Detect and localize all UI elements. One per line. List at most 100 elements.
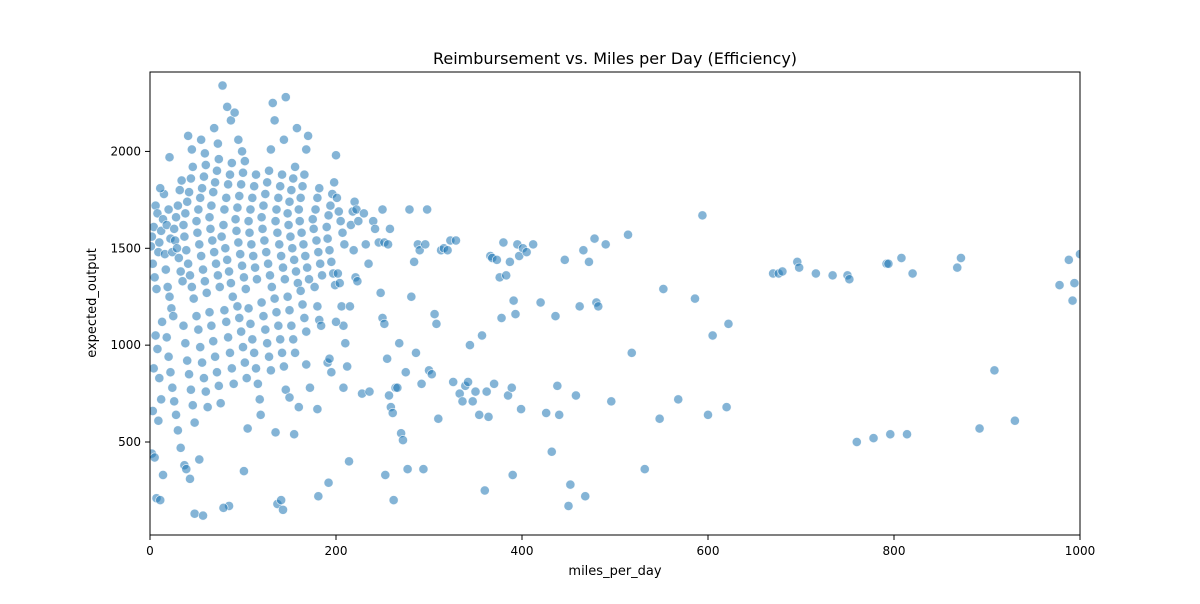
points-layer	[150, 80, 1080, 521]
data-point	[169, 223, 180, 234]
data-point	[311, 235, 322, 246]
data-point	[496, 313, 507, 323]
data-point	[810, 268, 821, 279]
data-point	[153, 415, 164, 426]
data-point	[185, 473, 195, 484]
data-point	[205, 223, 216, 234]
data-point	[233, 134, 244, 145]
data-point	[345, 301, 355, 312]
data-point	[323, 477, 334, 488]
data-point	[290, 347, 301, 358]
data-point	[383, 239, 394, 250]
data-point	[380, 469, 391, 480]
data-point	[382, 353, 393, 364]
data-point	[285, 231, 296, 242]
data-point	[885, 429, 896, 440]
data-point	[442, 245, 453, 256]
data-point	[195, 342, 206, 353]
data-point	[658, 284, 669, 294]
data-point	[212, 367, 222, 378]
data-point	[896, 253, 907, 263]
data-point	[209, 123, 220, 134]
data-point	[314, 183, 325, 194]
data-point	[956, 253, 966, 263]
data-point	[299, 313, 310, 323]
data-point	[193, 204, 204, 215]
data-point	[259, 235, 270, 246]
data-point	[219, 305, 230, 316]
data-point	[593, 301, 604, 312]
data-point	[296, 227, 307, 238]
data-point	[398, 435, 408, 446]
data-point	[258, 311, 269, 322]
data-point	[213, 154, 224, 165]
x-axis-ticks: 0 200 400 600 800 1000	[146, 535, 1095, 558]
data-point	[329, 177, 340, 188]
data-point	[156, 394, 167, 405]
data-point	[989, 365, 1000, 376]
data-point	[707, 330, 718, 341]
data-point	[264, 165, 274, 176]
data-point	[269, 115, 280, 126]
data-point	[218, 502, 229, 513]
data-point	[554, 409, 565, 420]
data-point	[498, 237, 509, 248]
y-axis-label: expected_output	[85, 248, 100, 358]
data-point	[312, 192, 323, 203]
data-point	[322, 233, 333, 244]
data-point	[165, 367, 176, 378]
data-point	[198, 171, 209, 182]
data-point	[191, 311, 202, 322]
data-point	[212, 138, 223, 149]
data-point	[208, 187, 219, 198]
data-point	[155, 183, 166, 194]
data-point	[192, 227, 203, 238]
data-point	[313, 247, 324, 258]
data-point	[851, 437, 862, 447]
data-point	[238, 272, 249, 283]
data-point	[150, 231, 157, 242]
data-point	[406, 291, 417, 302]
data-point	[298, 239, 309, 250]
data-point	[169, 396, 180, 407]
data-point	[235, 249, 246, 260]
data-point	[195, 192, 206, 203]
data-point	[457, 396, 468, 407]
data-point	[288, 334, 299, 345]
data-point	[284, 392, 295, 403]
data-point	[323, 210, 334, 221]
y-tick-label: 1500	[110, 241, 141, 255]
data-point	[189, 417, 200, 428]
data-point	[384, 223, 395, 234]
data-point	[280, 92, 291, 103]
data-point	[331, 150, 341, 161]
data-point	[150, 272, 160, 283]
data-point	[352, 276, 363, 287]
data-point	[163, 351, 174, 362]
data-point	[291, 266, 301, 277]
data-point	[639, 464, 650, 475]
data-point	[271, 307, 282, 318]
data-point	[220, 243, 231, 254]
data-point	[317, 270, 327, 281]
data-point	[180, 338, 191, 349]
data-point	[182, 196, 193, 207]
data-point	[315, 258, 326, 269]
data-point	[312, 404, 323, 415]
data-point	[239, 357, 250, 368]
data-point	[387, 408, 398, 418]
data-point	[411, 347, 421, 358]
data-point	[221, 316, 232, 327]
data-point	[326, 367, 337, 378]
data-point	[303, 130, 314, 141]
data-point	[559, 254, 570, 265]
data-point	[313, 491, 324, 502]
data-point	[289, 429, 300, 440]
data-point	[188, 293, 199, 304]
data-point	[238, 466, 249, 477]
data-point	[262, 338, 273, 349]
data-point	[274, 239, 285, 250]
data-point	[196, 134, 207, 145]
x-tick-label: 600	[697, 544, 720, 558]
data-point	[363, 258, 374, 269]
